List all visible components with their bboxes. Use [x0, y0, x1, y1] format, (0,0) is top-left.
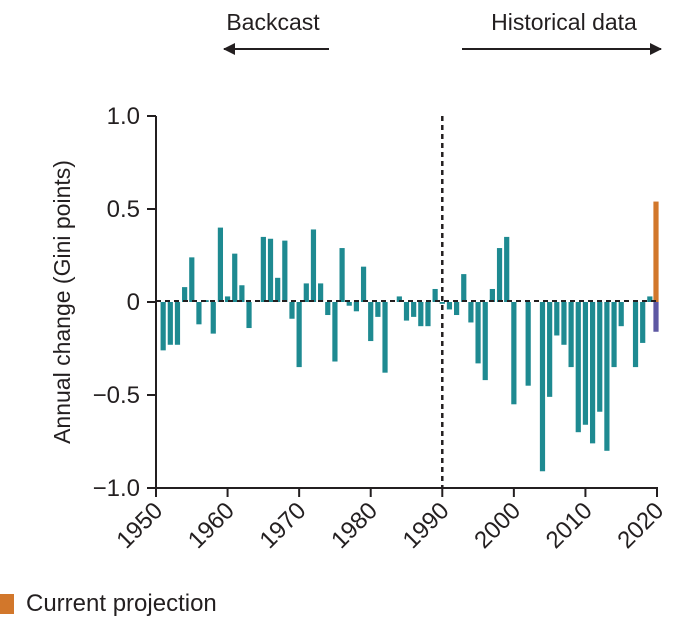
bar-2018	[640, 302, 646, 343]
bar-2010	[582, 302, 589, 425]
y-tick-label: −1.0	[93, 475, 140, 502]
bar-1974	[325, 302, 331, 316]
bar-1977	[346, 302, 352, 306]
projection-bar-high	[653, 201, 659, 302]
bar-1982	[382, 302, 388, 373]
bar-1998	[496, 248, 503, 302]
bar-1972	[310, 229, 317, 302]
bar-2009	[575, 302, 581, 433]
bar-1967	[275, 277, 281, 302]
bar-1970	[296, 302, 302, 368]
bar-1986	[411, 302, 417, 317]
bar-1988	[425, 302, 431, 327]
bar-1955	[189, 257, 195, 302]
x-tick-label: 2020	[612, 497, 669, 554]
backcast-label: Backcast	[226, 9, 320, 35]
bar-1966	[267, 238, 274, 302]
bar-1979	[360, 266, 367, 302]
bar-1960	[224, 296, 231, 302]
bar-1984	[396, 296, 402, 302]
bar-1957	[203, 300, 209, 302]
bar-2006	[554, 302, 560, 336]
bar-1995	[475, 302, 481, 364]
bar-2002	[525, 302, 531, 386]
annual-change-bar-chart: Backcast Historical data Annual change (…	[49, 9, 669, 554]
bar-1953	[174, 302, 181, 345]
x-tick-label: 1980	[326, 497, 383, 554]
legend-swatch-current-projection	[0, 594, 14, 614]
bar-1963	[246, 302, 252, 329]
bar-2015	[618, 302, 624, 327]
legend-label-current-projection: Current projection	[26, 590, 217, 617]
bar-1999	[504, 236, 510, 302]
x-tick-label: 2000	[469, 497, 526, 554]
bar-1952	[167, 302, 173, 345]
x-tick-label: 1960	[183, 497, 240, 554]
y-tick-label: 1.0	[107, 103, 140, 130]
x-tick-label: 1970	[255, 497, 312, 554]
bar-1969	[289, 302, 295, 319]
bar-2000	[511, 302, 517, 405]
bar-1994	[468, 302, 474, 323]
bar-1976	[339, 248, 345, 302]
projection-bar-low	[653, 302, 659, 332]
bar-1987	[418, 302, 424, 327]
bar-1959	[217, 227, 224, 302]
bar-1992	[454, 302, 460, 316]
bar-2011	[589, 302, 596, 444]
bar-2012	[597, 302, 603, 412]
bar-1951	[160, 302, 166, 351]
y-axis-label: Annual change (Gini points)	[49, 160, 75, 444]
projection-group	[653, 201, 659, 332]
bar-2017	[632, 302, 639, 368]
bar-1985	[403, 302, 410, 321]
y-tick-label: −0.5	[93, 382, 140, 409]
bar-2014	[611, 302, 617, 368]
bar-1993	[461, 274, 467, 302]
x-tick-label: 2010	[541, 497, 598, 554]
bars-group	[160, 227, 653, 472]
y-tick-label: 0	[127, 289, 140, 316]
bar-1954	[182, 287, 188, 302]
bar-1989	[432, 288, 438, 302]
bar-1962	[239, 285, 245, 302]
bar-1981	[375, 302, 381, 317]
bar-1973	[318, 283, 324, 302]
bar-1961	[232, 253, 238, 302]
bar-1980	[368, 302, 374, 342]
bar-1956	[196, 302, 202, 325]
bar-1975	[332, 302, 338, 362]
y-tick-label: 0.5	[107, 196, 140, 223]
x-ticks-group: 1950 1960 1970 1980 1990 2000 2010 2020	[111, 488, 669, 554]
bar-2013	[604, 302, 610, 451]
historical-data-label: Historical data	[491, 9, 637, 35]
bar-1958	[210, 302, 216, 334]
bar-1996	[482, 302, 488, 381]
y-ticks-group: 1.0 0.5 0 −0.5 −1.0	[93, 103, 156, 502]
legend: Current projection	[0, 590, 217, 618]
bar-2005	[547, 302, 553, 397]
bar-1990	[439, 302, 445, 304]
x-tick-label: 1990	[398, 497, 455, 554]
bar-2019	[647, 296, 653, 302]
bar-2008	[568, 302, 574, 368]
bar-1971	[303, 283, 309, 302]
bar-1965	[260, 236, 266, 302]
x-tick-label: 1950	[111, 497, 168, 554]
bar-2004	[539, 302, 546, 472]
bar-2007	[561, 302, 567, 345]
bar-1968	[282, 240, 288, 302]
bar-1978	[353, 302, 359, 312]
bar-1997	[489, 288, 495, 302]
bar-1991	[446, 302, 453, 310]
